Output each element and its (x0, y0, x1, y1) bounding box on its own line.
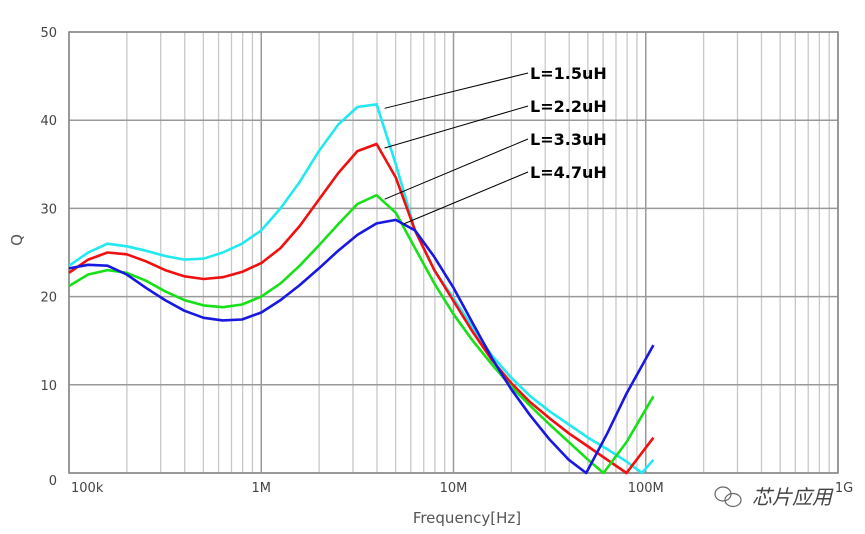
x-tick-label: 10M (440, 481, 468, 496)
series-line-l33uh (68, 193, 655, 475)
watermark: 芯片应用 (714, 485, 834, 509)
annotation-leader-line (384, 105, 529, 149)
y-tick-label: 0 (49, 474, 57, 489)
series-line-l47uh (68, 218, 655, 475)
series-annotation-label: L=3.3uH (530, 130, 607, 149)
series-annotation-label: L=2.2uH (530, 97, 607, 116)
annotation-leader-line (403, 171, 529, 225)
series-annotation-label: L=1.5uH (530, 64, 607, 83)
y-tick-label: 30 (40, 202, 57, 217)
x-tick-label: 100M (628, 481, 664, 496)
x-tick-label: 100k (71, 481, 104, 496)
annotation-leader-line (384, 138, 529, 200)
watermark-text: 芯片应用 (752, 485, 834, 509)
y-tick-label: 20 (40, 291, 57, 306)
series-annotation-label: L=4.7uH (530, 163, 607, 182)
y-tick-label: 50 (40, 26, 57, 41)
y-tick-label: 40 (40, 114, 57, 129)
x-tick-label: 1M (252, 481, 272, 496)
annotation-leader-line (384, 72, 529, 109)
plot-frame (68, 31, 839, 474)
grid (68, 31, 839, 474)
x-axis-label: Frequency[Hz] (413, 509, 521, 527)
wechat-icon (714, 486, 742, 508)
y-axis-label: Q (8, 234, 26, 246)
y-tick-label: 10 (40, 379, 57, 394)
x-tick-label: 1G (835, 481, 853, 496)
series-line-l22uh (68, 142, 655, 475)
series-line-l15uh (68, 103, 655, 475)
